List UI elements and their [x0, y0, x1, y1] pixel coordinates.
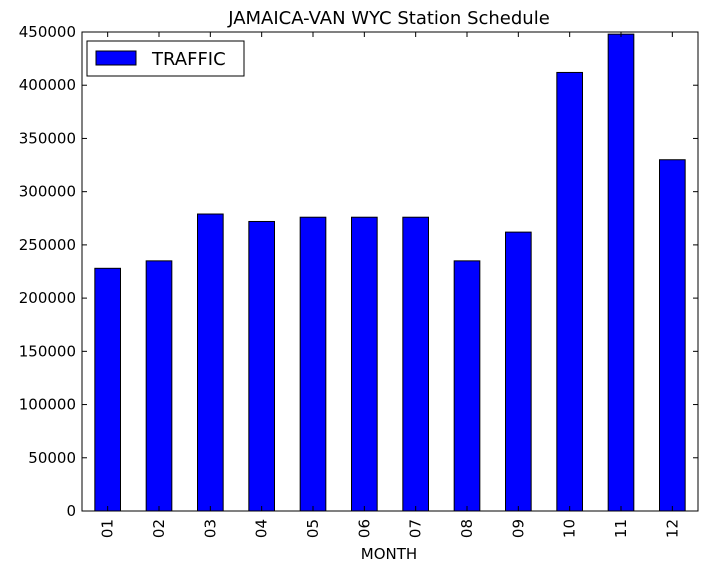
y-tick-label: 150000	[19, 342, 76, 360]
bar-06	[351, 216, 378, 512]
x-tick-label-04: 04	[253, 519, 271, 538]
bar-07	[402, 216, 430, 512]
y-tick-label: 350000	[19, 129, 76, 147]
bar-03	[197, 213, 224, 512]
y-axis: 0 50000 100000 150000 200000 250000 300000 3500…	[19, 23, 698, 520]
x-tick-label-09: 09	[509, 519, 527, 538]
bar-04	[248, 220, 275, 512]
x-axis: 01 02 03 04 05 06 07 08 09 10 11 12	[99, 32, 681, 538]
chart-title: JAMAICA-VAN WYC Station Schedule	[227, 8, 550, 29]
x-tick-label-10: 10	[561, 519, 579, 538]
y-tick-label: 400000	[19, 76, 76, 94]
x-tick-label-01: 01	[99, 519, 117, 538]
x-tick-label-06: 06	[355, 519, 373, 538]
x-tick-label-12: 12	[663, 519, 681, 538]
legend: TRAFFIC	[86, 40, 245, 77]
bars-group	[94, 33, 686, 512]
y-tick-label: 0	[66, 502, 76, 520]
legend-label: TRAFFIC	[151, 49, 226, 70]
y-tick-label: 100000	[19, 396, 76, 414]
x-tick-label-11: 11	[612, 519, 630, 538]
y-tick-label: 250000	[19, 236, 76, 254]
bar-05	[299, 216, 327, 512]
y-tick-label: 50000	[28, 449, 76, 467]
y-tick-label: 300000	[19, 183, 76, 201]
bar-02	[145, 260, 173, 512]
y-tick-label: 450000	[19, 23, 76, 41]
bar-09	[505, 231, 532, 512]
x-tick-label-07: 07	[407, 519, 425, 538]
x-tick-label-08: 08	[458, 519, 476, 538]
bar-11	[607, 33, 635, 512]
legend-swatch	[95, 50, 137, 66]
x-axis-label: MONTH	[361, 545, 417, 563]
bar-12	[659, 159, 686, 512]
x-tick-label-02: 02	[150, 519, 168, 538]
bar-10	[556, 71, 583, 512]
bar-08	[453, 260, 481, 512]
x-tick-label-05: 05	[304, 519, 322, 538]
y-tick-label: 200000	[19, 289, 76, 307]
bar-01	[94, 267, 122, 512]
plot-frame	[81, 31, 699, 512]
x-tick-label-03: 03	[201, 519, 219, 538]
